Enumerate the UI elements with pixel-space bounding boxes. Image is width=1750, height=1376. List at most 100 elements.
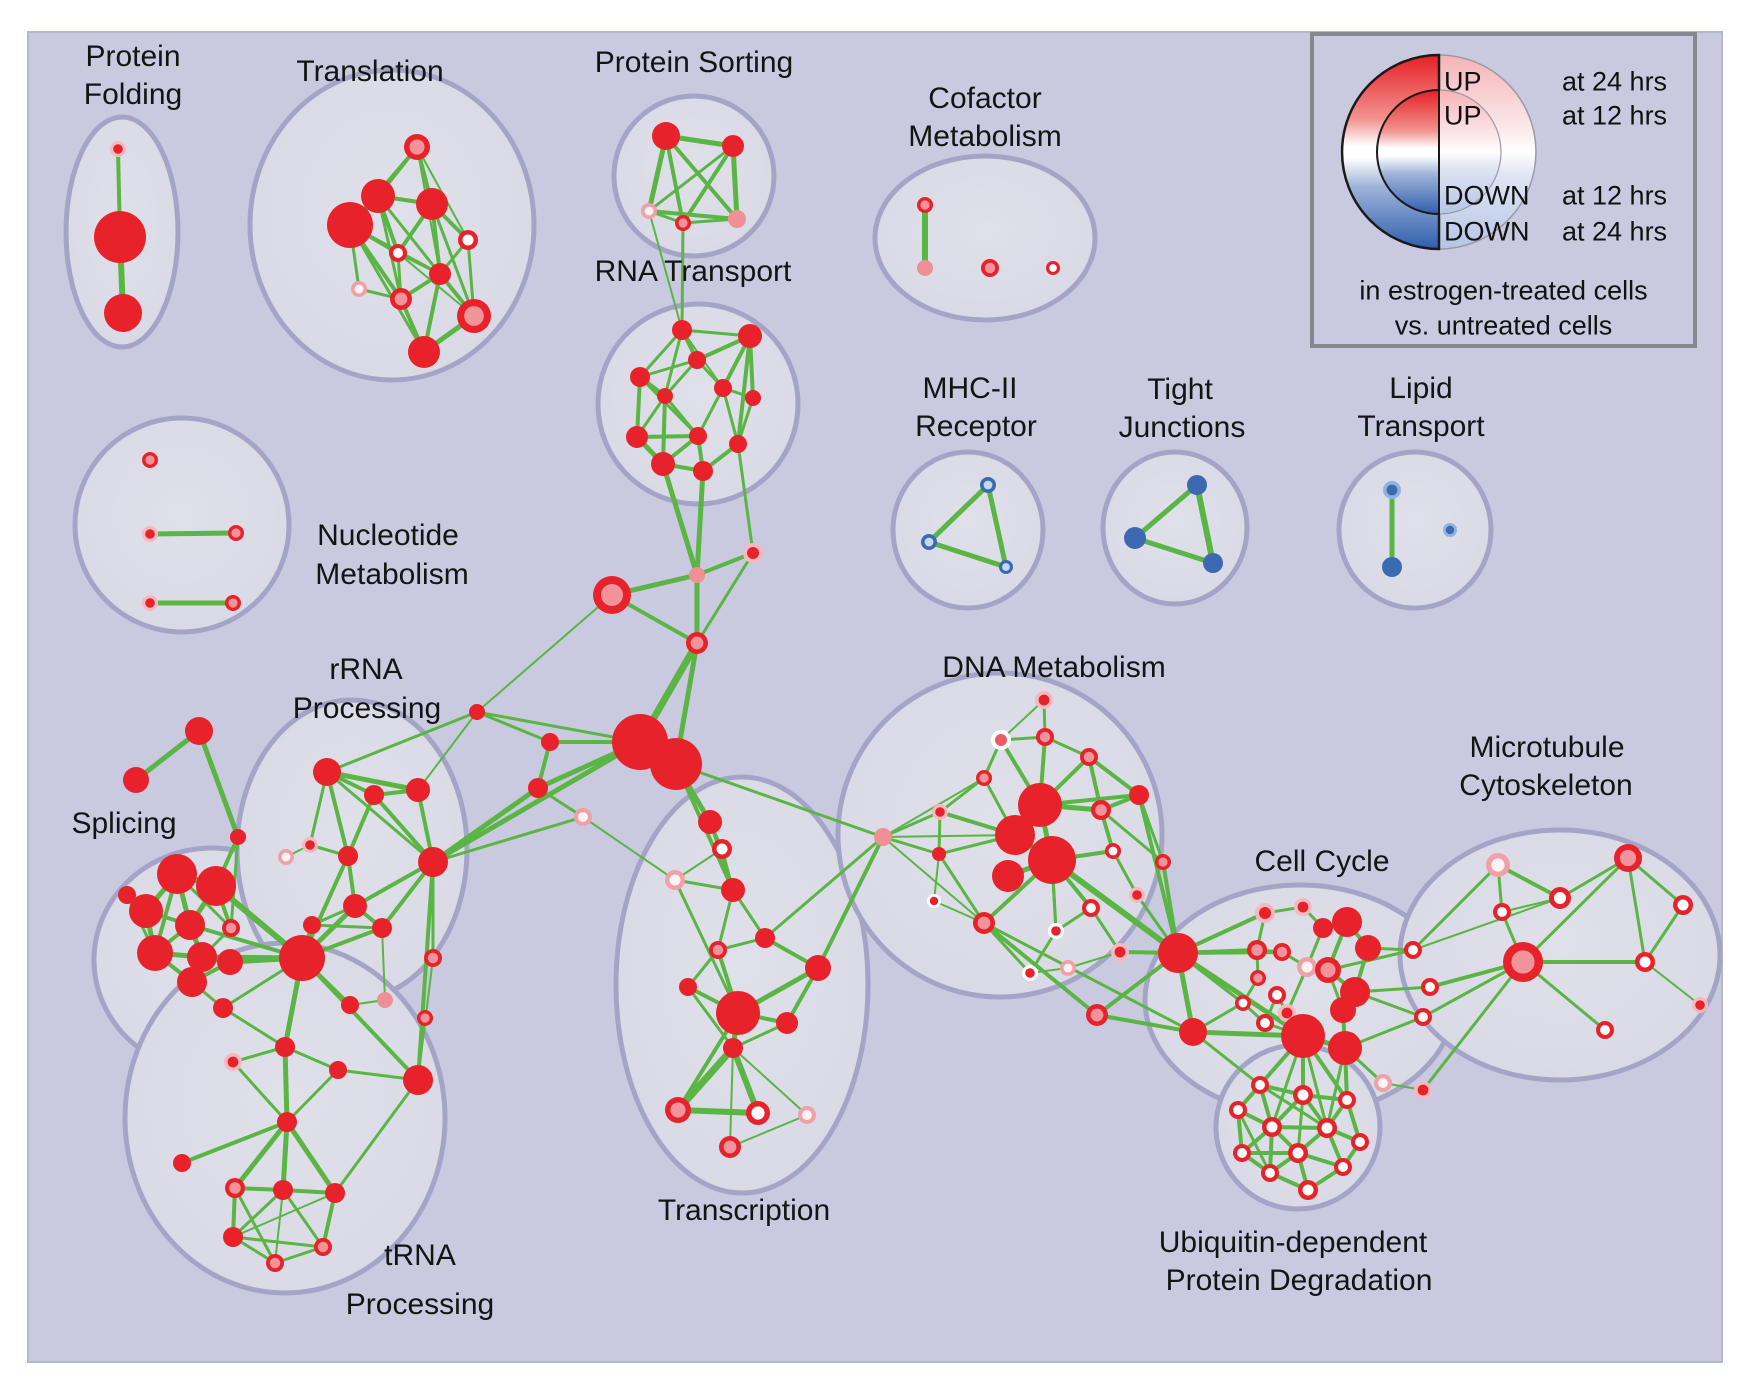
network-node-center-d23 — [1090, 1008, 1104, 1022]
network-edge — [686, 985, 735, 1050]
network-node-rt5 — [714, 379, 732, 397]
network-node-center-lp1 — [1386, 484, 1398, 496]
network-edge — [675, 1107, 761, 1116]
legend-time-down-24: at 24 hrs — [1562, 216, 1668, 247]
network-edge — [1644, 961, 1701, 1006]
network-edge — [1132, 535, 1216, 566]
network-node-center-cc7 — [1276, 946, 1288, 958]
network-edge — [280, 1119, 290, 1193]
network-edge — [729, 1047, 734, 1148]
network-edge — [816, 835, 885, 970]
network-node-rt7 — [745, 390, 761, 406]
network-node-tj1 — [1187, 475, 1207, 495]
cluster-shape-microtubule-cytoskeleton — [1397, 827, 1723, 1083]
network-node-t3 — [361, 179, 395, 213]
network-node-s1 — [652, 122, 680, 150]
cluster-shape-tight-junctions — [1100, 449, 1250, 607]
network-edge — [1137, 793, 1180, 955]
legend-inner-right-half — [1438, 89, 1502, 215]
network-node-r6 — [338, 846, 358, 866]
network-edge — [1028, 929, 1058, 975]
network-edge — [982, 921, 1099, 1017]
network-node-tr7 — [679, 978, 697, 996]
network-node-ccb2 — [1328, 1031, 1362, 1065]
network-node-center-ccd1 — [1408, 945, 1418, 955]
network-edge — [695, 551, 755, 645]
network-edge — [431, 815, 585, 864]
network-node-q10 — [325, 1183, 345, 1203]
legend-time-down-12: at 12 hrs — [1562, 180, 1668, 211]
network-edge — [732, 1047, 808, 1116]
legend-box: UP at 24 hrs UP at 12 hrs DOWN at 12 hrs… — [1310, 32, 1697, 348]
network-edge — [1067, 951, 1121, 969]
network-node-center-ccd2 — [1425, 982, 1435, 992]
network-node-center-ub5 — [1266, 1121, 1278, 1133]
network-node-tr8 — [805, 955, 831, 981]
legend-glyph — [1340, 53, 1537, 251]
network-node-tj2 — [1124, 527, 1146, 549]
network-node-center-cc11 — [1272, 990, 1282, 1000]
network-node-q3 — [275, 1037, 295, 1057]
network-node-center-d21 — [1063, 963, 1073, 973]
network-node-center-cc2 — [1297, 901, 1309, 913]
network-edge — [1626, 856, 1647, 964]
network-edge — [664, 134, 685, 225]
network-node-center-cf4 — [1049, 264, 1057, 272]
network-node-db3 — [1028, 836, 1076, 884]
network-edge — [284, 1119, 338, 1196]
network-node-center-mt9 — [1695, 1000, 1705, 1010]
network-node-sp3 — [129, 894, 163, 928]
network-edge — [1111, 849, 1139, 897]
network-edge — [647, 144, 735, 213]
network-node-center-tr3 — [669, 874, 681, 886]
network-node-q1 — [213, 998, 233, 1018]
network-edge — [346, 793, 376, 858]
network-node-center-nm4 — [145, 598, 155, 608]
network-edge — [933, 853, 940, 902]
network-node-center-c3 — [578, 812, 588, 822]
network-node-center-mh2 — [924, 537, 934, 547]
network-edge — [674, 762, 885, 839]
network-edge — [348, 223, 426, 354]
network-node-center-pf1 — [113, 144, 123, 154]
network-node-tj3 — [1203, 553, 1223, 573]
network-node-tr1 — [698, 810, 722, 834]
network-edge — [1421, 960, 1525, 1092]
network-node-center-t10 — [464, 306, 484, 326]
cluster-shape-nucleotide-metabolism — [72, 415, 292, 635]
network-edge — [310, 923, 384, 930]
network-edge — [1643, 903, 1685, 964]
network-edge — [674, 1044, 737, 1114]
network-node-sp2 — [196, 866, 236, 906]
network-node-center-ub4 — [1233, 1105, 1243, 1115]
network-node-q9 — [273, 1180, 293, 1200]
network-node-rt10 — [729, 435, 747, 453]
network-node-center-tr6 — [712, 944, 724, 956]
network-edge — [730, 143, 740, 222]
network-node-center-cc8 — [1301, 961, 1313, 973]
network-node-center-d18 — [1086, 903, 1096, 913]
network-edge — [231, 1188, 285, 1239]
network-edge — [381, 927, 386, 1001]
network-node-rt11 — [651, 452, 675, 476]
legend-direction-up-24: UP — [1444, 66, 1482, 97]
network-edge — [430, 739, 643, 865]
network-node-center-sp5 — [225, 922, 237, 934]
network-edge — [882, 834, 1016, 838]
network-node-cc3 — [1313, 918, 1333, 938]
network-node-r9 — [303, 916, 321, 934]
network-edge — [982, 921, 1195, 1034]
network-node-db2 — [995, 815, 1035, 855]
network-node-center-r4 — [305, 840, 315, 850]
network-node-q7 — [173, 1154, 191, 1172]
network-edge — [763, 835, 885, 940]
network-node-center-ub9 — [1292, 1147, 1304, 1159]
network-node-center-r12 — [427, 952, 439, 964]
network-edge — [695, 551, 755, 577]
network-node-center-nm1 — [145, 455, 155, 465]
network-edge — [282, 1044, 290, 1125]
network-node-center-d6 — [1039, 731, 1051, 743]
network-edge — [300, 956, 420, 1082]
network-edge — [673, 878, 740, 1015]
